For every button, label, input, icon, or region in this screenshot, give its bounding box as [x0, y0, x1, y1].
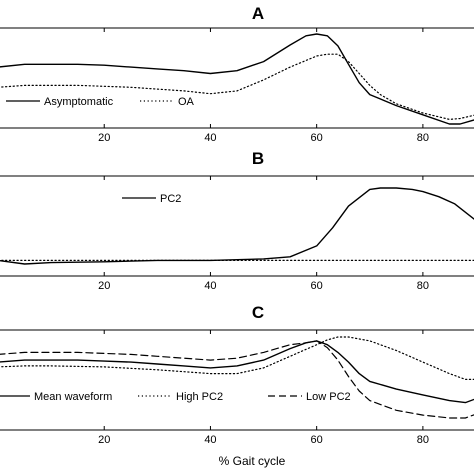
- axes-frame: [0, 175, 474, 277]
- legend-label: Asymptomatic: [44, 96, 114, 108]
- panel-3: C 20 40 60 80 % Gait cycle Mean waveform High P…: [0, 303, 474, 468]
- x-tick-label: 20: [98, 434, 110, 446]
- x-tick-label: 40: [204, 280, 216, 292]
- x-tick-label: 80: [417, 132, 429, 144]
- x-tick-label: 40: [204, 434, 216, 446]
- x-axis-label: % Gait cycle: [219, 454, 286, 468]
- x-tick-label: 60: [311, 280, 323, 292]
- series-line: [0, 336, 474, 380]
- legend-label: Low PC2: [306, 391, 351, 403]
- panel-title: C: [252, 303, 264, 322]
- legend-label: Mean waveform: [34, 391, 112, 403]
- legend-label: OA: [178, 96, 195, 108]
- x-tick-label: 80: [417, 434, 429, 446]
- axes-frame: [0, 27, 474, 129]
- panel-2: B 20 40 60 80 PC2: [0, 149, 474, 292]
- series-line: [0, 340, 474, 419]
- x-tick-label: 20: [98, 280, 110, 292]
- x-tick-label: 80: [417, 280, 429, 292]
- panel-title: B: [252, 149, 264, 168]
- panel-1: A 20 40 60 80 Asymptomatic OA: [0, 4, 474, 144]
- x-tick-label: 60: [311, 132, 323, 144]
- x-tick-label: 40: [204, 132, 216, 144]
- x-tick-label: 60: [311, 434, 323, 446]
- series-line: [0, 53, 474, 121]
- legend-label: PC2: [160, 193, 181, 205]
- series-line: [0, 340, 474, 404]
- series-line: [0, 33, 474, 125]
- axes-frame: [0, 329, 474, 431]
- legend-label: High PC2: [176, 391, 223, 403]
- x-tick-label: 20: [98, 132, 110, 144]
- series-line: [0, 187, 474, 265]
- panel-title: A: [252, 4, 264, 23]
